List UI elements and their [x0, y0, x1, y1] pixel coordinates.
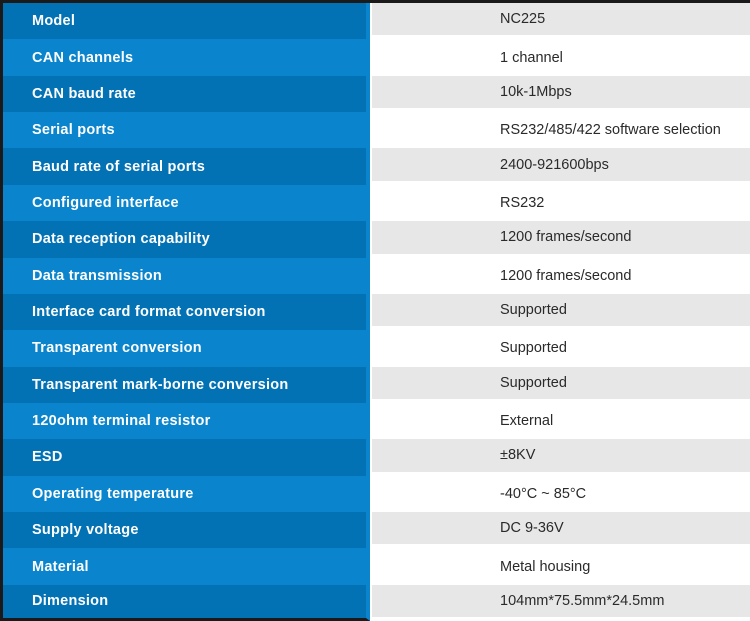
spec-label-cell: CAN baud rate — [3, 75, 370, 113]
spec-row: Dimension 104mm*75.5mm*24.5mm — [3, 584, 750, 621]
spec-label-cell: Serial ports — [3, 112, 370, 149]
spec-label: Model — [32, 13, 76, 30]
spec-value-cell: Supported — [372, 366, 750, 403]
spec-label-cell: 120ohm terminal resistor — [3, 402, 370, 440]
spec-row: Supply voltage DC 9-36V — [3, 512, 750, 549]
spec-label: Supply voltage — [32, 522, 139, 539]
spec-value-cell: RS232 — [372, 184, 750, 222]
spec-label-cell: Interface card format conversion — [3, 293, 370, 331]
spec-row: Data reception capability 1200 frames/sec… — [3, 221, 750, 258]
spec-label: Material — [32, 558, 89, 575]
spec-value: 1200 frames/second — [500, 229, 632, 246]
spec-label: Transparent mark-borne conversion — [32, 376, 289, 393]
spec-label: CAN channels — [32, 49, 134, 66]
spec-label-cell: Data transmission — [3, 257, 370, 294]
spec-label-cell: Configured interface — [3, 184, 370, 222]
spec-value-cell: DC 9-36V — [372, 512, 750, 549]
spec-label: Baud rate of serial ports — [32, 158, 206, 175]
spec-value-cell: ±8KV — [372, 439, 750, 476]
spec-row: Operating temperature -40°C ~ 85°C — [3, 475, 750, 513]
spec-value-cell: 10k-1Mbps — [372, 75, 750, 113]
spec-label: Dimension — [32, 593, 109, 610]
spec-value: -40°C ~ 85°C — [500, 485, 587, 502]
spec-value-cell: 2400-921600bps — [372, 148, 750, 185]
spec-label-cell: Operating temperature — [3, 475, 370, 513]
spec-value: NC225 — [500, 11, 546, 28]
spec-row: Model NC225 — [3, 3, 750, 40]
spec-value: 10k-1Mbps — [500, 83, 572, 100]
spec-label: Data reception capability — [32, 231, 210, 248]
spec-value: RS232 — [500, 194, 545, 211]
spec-value-cell: Supported — [372, 293, 750, 331]
spec-label-cell: Baud rate of serial ports — [3, 148, 370, 185]
spec-value: Supported — [500, 340, 567, 357]
spec-label-cell: Supply voltage — [3, 512, 370, 549]
spec-value-cell: RS232/485/422 software selection — [372, 112, 750, 149]
spec-label: Serial ports — [32, 122, 115, 139]
spec-label-cell: Transparent conversion — [3, 330, 370, 367]
spec-label-cell: CAN channels — [3, 39, 370, 76]
spec-label: Interface card format conversion — [32, 304, 266, 321]
spec-row: Baud rate of serial ports 2400-921600bps — [3, 148, 750, 185]
spec-value-cell: 104mm*75.5mm*24.5mm — [372, 584, 750, 621]
spec-row: Serial ports RS232/485/422 software selec… — [3, 112, 750, 149]
spec-value-cell: 1200 frames/second — [372, 221, 750, 258]
spec-value: Supported — [500, 302, 567, 319]
spec-label: Configured interface — [32, 194, 179, 211]
spec-value-cell: Supported — [372, 330, 750, 367]
spec-value: DC 9-36V — [500, 520, 564, 537]
spec-label: Operating temperature — [32, 485, 194, 502]
spec-value: 1 channel — [500, 49, 563, 66]
spec-value: Supported — [500, 374, 567, 391]
spec-label-cell: Data reception capability — [3, 221, 370, 258]
spec-row: Data transmission 1200 frames/second — [3, 257, 750, 294]
spec-value: ±8KV — [500, 447, 536, 464]
spec-label: ESD — [32, 449, 63, 466]
spec-value: 1200 frames/second — [500, 267, 632, 284]
spec-row: CAN channels 1 channel — [3, 39, 750, 76]
spec-row: Transparent mark-borne conversion Support… — [3, 366, 750, 403]
spec-row: Transparent conversion Supported — [3, 330, 750, 367]
spec-row: 120ohm terminal resistor External — [3, 402, 750, 440]
spec-label-cell: Model — [3, 3, 370, 40]
spec-row: Material Metal housing — [3, 548, 750, 585]
spec-value-cell: 1200 frames/second — [372, 257, 750, 294]
spec-label-cell: ESD — [3, 439, 370, 476]
spec-label-cell: Dimension — [3, 584, 370, 621]
spec-value: Metal housing — [500, 558, 591, 575]
spec-value-cell: -40°C ~ 85°C — [372, 475, 750, 513]
spec-label: Data transmission — [32, 267, 162, 284]
spec-value: External — [500, 413, 554, 430]
spec-value-cell: 1 channel — [372, 39, 750, 76]
spec-row: CAN baud rate 10k-1Mbps — [3, 75, 750, 113]
spec-row: Configured interface RS232 — [3, 184, 750, 222]
spec-value: 2400-921600bps — [500, 156, 609, 173]
spec-value-cell: External — [372, 402, 750, 440]
spec-label-cell: Transparent mark-borne conversion — [3, 366, 370, 403]
spec-label-cell: Material — [3, 548, 370, 585]
spec-value: 104mm*75.5mm*24.5mm — [500, 592, 665, 609]
spec-label: Transparent conversion — [32, 340, 202, 357]
spec-table-body: Model NC225 CAN channels 1 channel CAN baud … — [3, 3, 750, 621]
spec-row: Interface card format conversion Supporte… — [3, 293, 750, 331]
spec-value-cell: Metal housing — [372, 548, 750, 585]
spec-label: 120ohm terminal resistor — [32, 413, 211, 430]
spec-label: CAN baud rate — [32, 85, 136, 102]
spec-row: ESD ±8KV — [3, 439, 750, 476]
spec-value: RS232/485/422 software selection — [500, 122, 721, 139]
spec-value-cell: NC225 — [372, 3, 750, 40]
